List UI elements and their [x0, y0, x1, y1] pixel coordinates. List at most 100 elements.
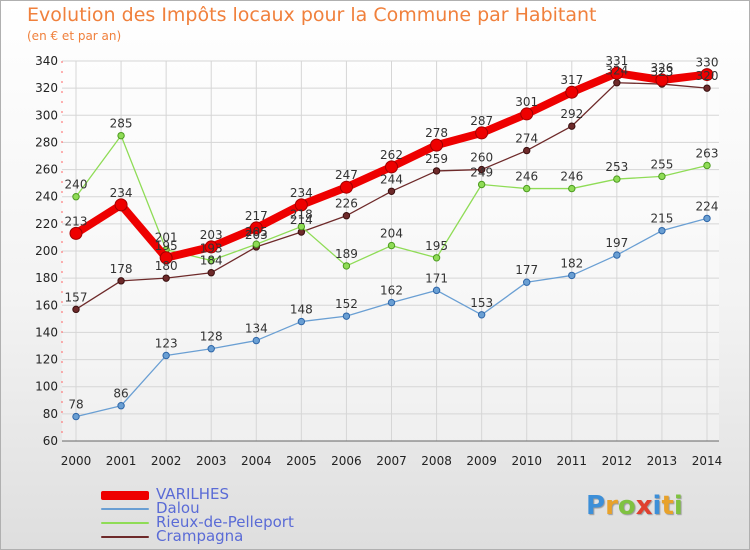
data-label-dalou: 128	[200, 330, 223, 344]
data-label-rieux-de-pelleport: 246	[515, 170, 538, 184]
y-tick-label: 280	[35, 135, 58, 149]
data-point-rieux-de-pelleport	[342, 262, 351, 270]
x-tick-label: 2009	[466, 454, 497, 468]
data-point-varilhes	[520, 107, 534, 121]
data-point-dalou	[297, 317, 306, 326]
data-point-dalou	[432, 286, 441, 295]
data-label-dalou: 148	[290, 303, 313, 317]
data-label-varilhes: 301	[515, 95, 538, 109]
data-point-dalou	[207, 345, 215, 353]
data-label-crampagna: 260	[470, 151, 493, 165]
data-label-rieux-de-pelleport: 249	[470, 166, 493, 180]
data-label-dalou: 86	[113, 387, 128, 401]
legend-swatch-varilhes	[101, 491, 149, 500]
data-point-rieux-de-pelleport	[387, 241, 396, 250]
legend-swatch-dalou	[101, 508, 149, 510]
data-label-crampagna: 178	[110, 262, 133, 276]
y-tick-label: 180	[35, 271, 58, 285]
data-point-rieux-de-pelleport	[568, 184, 576, 193]
data-label-crampagna: 203	[245, 228, 268, 242]
data-label-dalou: 224	[696, 199, 719, 213]
logo-letter: x	[635, 491, 653, 521]
data-point-crampagna	[207, 269, 215, 277]
data-label-dalou: 162	[380, 284, 403, 298]
data-label-varilhes: 317	[560, 73, 583, 87]
y-tick-label: 260	[35, 163, 58, 177]
x-tick-label: 2002	[151, 454, 182, 468]
data-label-dalou: 182	[560, 256, 583, 270]
data-label-dalou: 153	[470, 296, 493, 310]
y-tick-label: 320	[35, 81, 58, 95]
data-label-varilhes: 203	[200, 228, 223, 242]
data-point-dalou	[568, 271, 576, 280]
legend-label-crampagna: Crampagna	[156, 527, 244, 545]
data-point-varilhes	[430, 138, 444, 152]
data-label-rieux-de-pelleport: 255	[650, 157, 673, 171]
data-point-crampagna	[117, 277, 125, 285]
data-label-crampagna: 320	[696, 69, 719, 83]
data-label-varilhes: 331	[605, 54, 628, 68]
data-point-varilhes	[339, 180, 353, 194]
data-label-varilhes: 217	[245, 209, 268, 223]
data-point-varilhes	[204, 240, 218, 254]
data-point-dalou	[387, 298, 396, 307]
legend-swatch-crampagna	[101, 536, 149, 538]
data-label-rieux-de-pelleport: 218	[290, 208, 313, 222]
logo-letter: r	[605, 491, 618, 521]
logo-letter: o	[617, 491, 636, 521]
data-point-varilhes	[655, 73, 669, 87]
data-point-crampagna	[523, 146, 531, 155]
data-point-rieux-de-pelleport	[207, 256, 215, 265]
legend-item-rieux: Rieux-de-Pelleport	[101, 513, 331, 531]
legend-label-varilhes: VARILHES	[156, 485, 230, 503]
data-label-rieux-de-pelleport: 253	[605, 160, 628, 174]
data-point-varilhes	[610, 66, 624, 80]
data-label-rieux-de-pelleport: 263	[696, 147, 719, 161]
legend-swatch-rieux	[101, 522, 149, 524]
data-point-dalou	[72, 412, 80, 421]
data-label-rieux-de-pelleport: 204	[380, 227, 403, 241]
data-point-dalou	[477, 311, 486, 319]
data-point-crampagna	[613, 79, 621, 87]
data-label-varilhes: 326	[650, 61, 673, 75]
legend-item-crampagna: Crampagna	[101, 527, 331, 545]
data-point-rieux-de-pelleport	[523, 184, 531, 193]
data-point-crampagna	[477, 165, 486, 174]
data-point-rieux-de-pelleport	[703, 161, 711, 170]
data-point-rieux-de-pelleport	[117, 131, 125, 140]
data-point-dalou	[342, 312, 351, 320]
data-point-crampagna	[342, 212, 351, 220]
data-label-dalou: 134	[245, 322, 268, 336]
data-point-crampagna	[568, 122, 576, 130]
data-point-rieux-de-pelleport	[477, 180, 486, 189]
data-label-crampagna: 226	[335, 197, 358, 211]
legend-label-dalou: Dalou	[156, 499, 200, 517]
data-point-rieux-de-pelleport	[432, 254, 441, 262]
data-label-crampagna: 259	[425, 152, 448, 166]
data-label-crampagna: 292	[560, 107, 583, 121]
data-point-dalou	[117, 402, 125, 410]
data-point-dalou	[162, 351, 170, 360]
data-label-varilhes: 213	[65, 214, 88, 228]
proxiti-logo: Proxiti	[586, 491, 683, 521]
y-tick-label: 140	[35, 325, 58, 339]
data-label-varilhes: 234	[110, 186, 133, 200]
chart-subtitle: (en € et par an)	[27, 29, 122, 43]
data-point-varilhes	[475, 126, 489, 140]
legend-item-dalou: Dalou	[101, 499, 331, 517]
legend: VARILHES Dalou Rieux-de-Pelleport Crampa…	[101, 485, 331, 545]
data-point-rieux-de-pelleport	[297, 222, 306, 231]
data-label-varilhes: 330	[696, 56, 719, 70]
y-tick-label: 60	[43, 434, 58, 448]
data-label-rieux-de-pelleport: 193	[200, 242, 223, 256]
data-point-crampagna	[162, 274, 170, 282]
data-point-dalou	[703, 214, 711, 223]
data-label-dalou: 78	[68, 398, 83, 412]
x-tick-label: 2006	[331, 454, 362, 468]
y-tick-label: 340	[35, 54, 58, 68]
data-label-rieux-de-pelleport: 189	[335, 247, 358, 261]
x-tick-label: 2013	[647, 454, 678, 468]
data-point-dalou	[523, 278, 531, 286]
data-label-dalou: 177	[515, 263, 538, 277]
